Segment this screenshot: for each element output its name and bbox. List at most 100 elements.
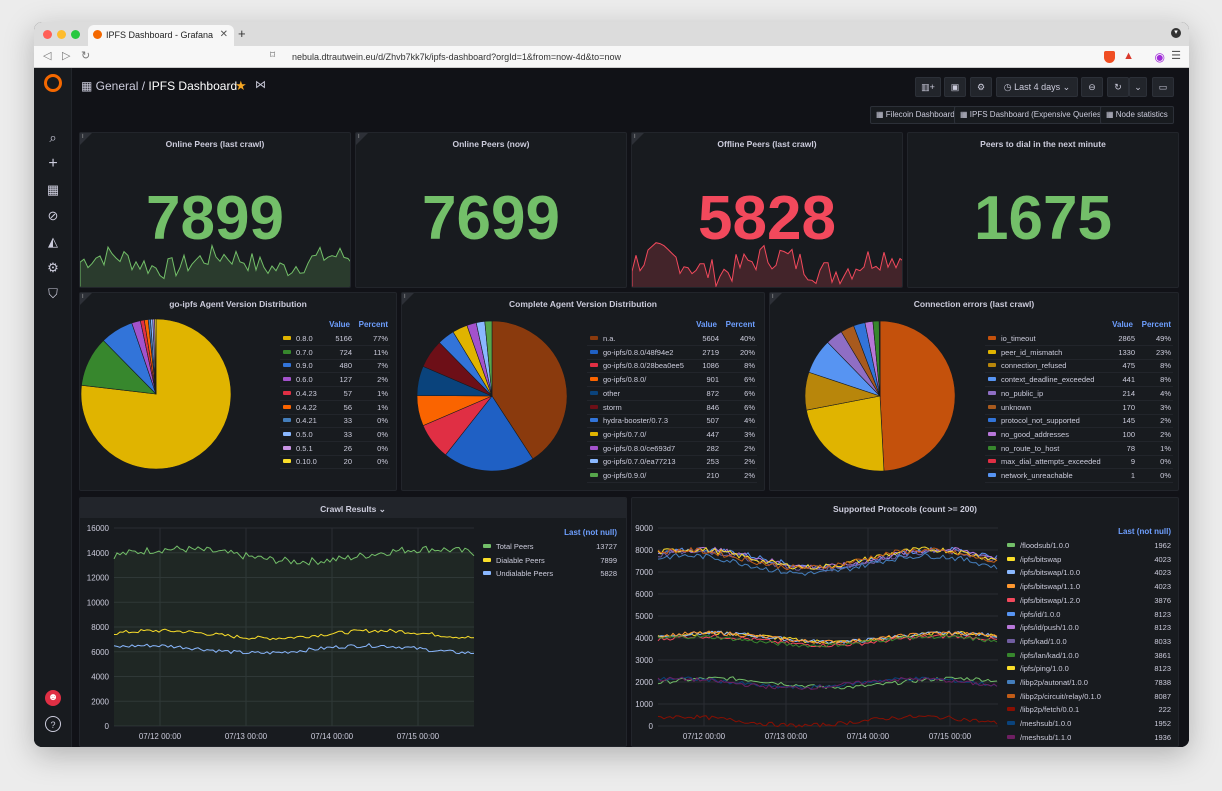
legend-item[interactable]: 0.7.0 724 11%	[280, 347, 390, 360]
legend-item[interactable]: context_deadline_exceeded 441 8%	[985, 374, 1173, 388]
legend-item[interactable]: /meshsub/1.0.0 1952	[1004, 718, 1174, 731]
reload-icon[interactable]: ↻	[81, 50, 91, 62]
stat-panel-offline-last[interactable]: i Offline Peers (last crawl) 5828	[631, 132, 903, 288]
legend-item[interactable]: no_good_addresses 100 2%	[985, 429, 1173, 442]
panel-info-icon[interactable]: i	[80, 133, 92, 145]
browser-tab[interactable]: IPFS Dashboard - Grafana ✕	[88, 25, 234, 46]
graph-panel-crawl-results[interactable]: Crawl Results ⌄ 16000 14000 12000 10000 8000…	[79, 497, 627, 747]
share-icon[interactable]: ⋈	[255, 79, 266, 91]
dashboard-link-node-statistics[interactable]: ▦ Node statistics	[1100, 106, 1174, 124]
zoom-out-button[interactable]: ⊖	[1081, 77, 1103, 97]
legend-item[interactable]: /libp2p/circuit/relay/0.1.0 8087	[1004, 691, 1174, 704]
explore-icon[interactable]: ⊘	[47, 208, 59, 223]
panel-title[interactable]: Online Peers (last crawl)	[165, 139, 265, 149]
minimize-window-button[interactable]	[57, 30, 66, 39]
legend-item[interactable]: network_unreachable 1 0%	[985, 470, 1173, 483]
panel-info-icon[interactable]: i	[356, 133, 368, 145]
legend-item[interactable]: /libp2p/autonat/1.0.0 7838	[1004, 677, 1174, 690]
pie-panel-connection-errors[interactable]: i Connection errors (last crawl) Value Pe…	[769, 292, 1179, 491]
add-panel-button[interactable]: ▥+	[915, 77, 941, 97]
legend-item[interactable]: /floodsub/1.0.0 1962	[1004, 540, 1174, 553]
legend-item[interactable]: n.a. 5604 40%	[587, 333, 757, 346]
legend-header-value[interactable]: Value	[1112, 320, 1133, 329]
browser-menu-icon[interactable]: ☰	[1171, 50, 1181, 62]
dashboard-link-filecoin[interactable]: ▦ Filecoin Dashboard	[870, 106, 961, 124]
panel-title[interactable]: go-ipfs Agent Version Distribution	[169, 299, 307, 309]
back-icon[interactable]: ◁	[43, 50, 52, 62]
legend-item[interactable]: connection_refused 475 8%	[985, 360, 1173, 374]
legend-item[interactable]: unknown 170 3%	[985, 402, 1173, 415]
legend-header-percent[interactable]: Percent	[725, 320, 755, 329]
legend-item[interactable]: io_timeout 2865 49%	[985, 333, 1173, 346]
stat-panel-online-last[interactable]: i Online Peers (last crawl) 7899	[79, 132, 351, 288]
help-icon[interactable]: ?	[45, 716, 61, 732]
legend-item[interactable]: Total Peers 13727	[480, 541, 620, 554]
legend-item[interactable]: max_dial_attempts_exceeded 9 0%	[985, 456, 1173, 470]
panel-title[interactable]: Connection errors (last crawl)	[913, 299, 1035, 309]
legend-item[interactable]: /ipfs/id/push/1.0.0 8123	[1004, 622, 1174, 635]
legend-item[interactable]: 0.8.0 5166 77%	[280, 333, 390, 346]
legend-item[interactable]: go-ipfs/0.7.0/ea77213 253 2%	[587, 456, 757, 470]
search-icon[interactable]: ⌕	[49, 130, 57, 145]
legend-item[interactable]: go-ipfs/0.8.0/901 6%	[587, 374, 757, 388]
legend-item[interactable]: /ipfs/bitswap 4023	[1004, 554, 1174, 567]
configuration-gear-icon[interactable]: ⚙	[47, 260, 59, 275]
panel-info-icon[interactable]: i	[80, 293, 92, 305]
legend-item[interactable]: no_public_ip 214 4%	[985, 388, 1173, 401]
close-tab-icon[interactable]: ✕	[219, 29, 228, 40]
dashboards-icon[interactable]: ▦	[46, 182, 60, 197]
legend-item[interactable]: /ipfs/kad/1.0.0 8033	[1004, 636, 1174, 649]
legend-item[interactable]: hydra-booster/0.7.3 507 4%	[587, 415, 757, 429]
time-picker-button[interactable]: ◷ Last 4 days ⌄	[996, 77, 1078, 97]
panel-title[interactable]: Complete Agent Version Distribution	[509, 299, 657, 309]
legend-item[interactable]: 0.9.0 480 7%	[280, 360, 390, 374]
panel-info-icon[interactable]: i	[402, 293, 414, 305]
graph-panel-supported-protocols[interactable]: Supported Protocols (count >= 200) 9000 8…	[631, 497, 1179, 747]
close-window-button[interactable]	[43, 30, 52, 39]
panel-title[interactable]: Online Peers (now)	[452, 139, 530, 149]
legend-item[interactable]: peer_id_mismatch 1330 23%	[985, 347, 1173, 360]
legend-item[interactable]: 0.4.21 33 0%	[280, 415, 390, 429]
panel-title[interactable]: Crawl Results ⌄	[80, 504, 626, 515]
legend-item[interactable]: /ipfs/bitswap/1.1.0 4023	[1004, 581, 1174, 594]
pie-panel-go-ipfs-versions[interactable]: i go-ipfs Agent Version Distribution Val…	[79, 292, 397, 491]
panel-title[interactable]: Offline Peers (last crawl)	[717, 139, 817, 149]
legend-item[interactable]: 0.5.0 33 0%	[280, 429, 390, 442]
server-admin-shield-icon[interactable]: ⛉	[48, 286, 58, 301]
create-icon[interactable]: +	[48, 155, 58, 172]
brave-shield-icon[interactable]	[1104, 51, 1115, 63]
legend-item[interactable]: 0.10.0 20 0%	[280, 456, 390, 470]
panel-title[interactable]: Supported Protocols (count >= 200)	[832, 504, 978, 514]
dashboard-settings-button[interactable]: ⚙	[970, 77, 992, 97]
refresh-button[interactable]: ↻	[1107, 77, 1129, 97]
legend-item[interactable]: /ipfs/id/1.0.0 8123	[1004, 609, 1174, 622]
panel-info-icon[interactable]: i	[770, 293, 782, 305]
url-field[interactable]: nebula.dtrautwein.eu/d/Zhvb7kk7k/ipfs-da…	[292, 52, 621, 62]
legend-item[interactable]: no_route_to_host 78 1%	[985, 443, 1173, 456]
legend-item[interactable]: go-ipfs/0.9.0/210 2%	[587, 470, 757, 483]
page-title[interactable]: IPFS Dashboard	[148, 79, 238, 93]
grafana-logo-icon[interactable]	[44, 74, 62, 92]
rewards-icon[interactable]: ▲	[1123, 50, 1134, 62]
maximize-window-button[interactable]	[71, 30, 80, 39]
legend-item[interactable]: 0.4.22 56 1%	[280, 402, 390, 415]
legend-item[interactable]: /ipfs/ping/1.0.0 8123	[1004, 663, 1174, 676]
panel-info-icon[interactable]: i	[632, 133, 644, 145]
legend-item[interactable]: Dialable Peers 7899	[480, 555, 620, 568]
stat-panel-online-now[interactable]: i Online Peers (now) 7699	[355, 132, 627, 288]
tab-menu-icon[interactable]: ▾	[1171, 28, 1181, 38]
forward-icon[interactable]: ▷	[62, 50, 71, 62]
legend-item[interactable]: storm 846 6%	[587, 402, 757, 415]
legend-item[interactable]: /ipfs/bitswap/1.0.0 4023	[1004, 567, 1174, 580]
new-tab-icon[interactable]: +	[238, 26, 246, 41]
legend-item[interactable]: 0.6.0 127 2%	[280, 374, 390, 388]
extension-icon[interactable]: ◉	[1154, 50, 1165, 64]
legend-header-value[interactable]: Value	[329, 320, 350, 329]
legend-item[interactable]: 0.5.1 26 0%	[280, 443, 390, 456]
alerting-bell-icon[interactable]: ◭	[48, 234, 58, 249]
refresh-interval-button[interactable]: ⌄	[1129, 77, 1147, 97]
favorite-star-icon[interactable]: ★	[235, 78, 247, 93]
bookmark-icon[interactable]: ⌑	[270, 50, 276, 61]
breadcrumb-folder[interactable]: General	[95, 79, 139, 93]
legend-header-percent[interactable]: Percent	[358, 320, 388, 329]
